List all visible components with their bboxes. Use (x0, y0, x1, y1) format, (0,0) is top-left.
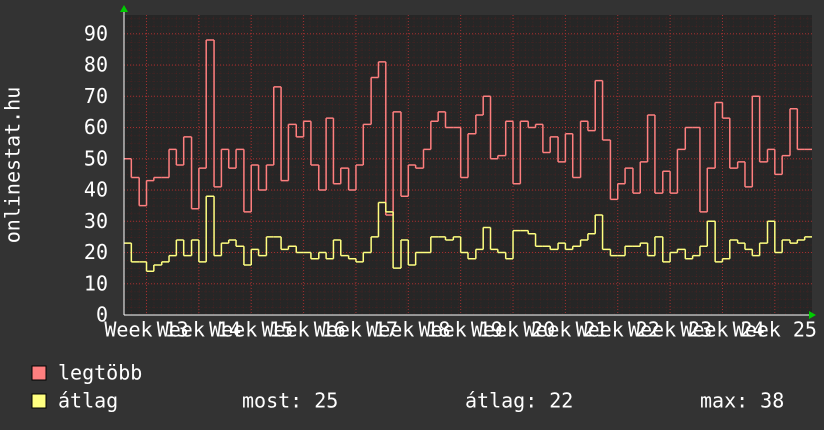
x-tick-label: Week 18 (366, 318, 450, 342)
x-tick-label: Week 23 (628, 318, 712, 342)
x-tick-label: Week 17 (314, 318, 398, 342)
y-tick-label: 60 (84, 115, 108, 139)
y-axis-label: onlinestat.hu (1, 87, 25, 244)
legend-swatch (31, 365, 47, 381)
x-tick-label: Week 19 (419, 318, 503, 342)
y-tick-label: 10 (84, 271, 108, 295)
x-tick-label: Week 13 (104, 318, 188, 342)
y-tick-label: 40 (84, 178, 108, 202)
stat-label: max: (700, 389, 748, 413)
x-tick-label: Week 14 (157, 318, 241, 342)
legend-swatch (31, 393, 47, 409)
x-tick-label: Week 24 (680, 318, 764, 342)
stat-value: 25 (314, 389, 338, 413)
x-tick-label: Week 25 (733, 318, 817, 342)
axes (123, 10, 814, 316)
y-tick-label: 50 (84, 146, 108, 170)
y-tick-label: 0 (96, 303, 108, 327)
x-tick-label: Week 22 (576, 318, 660, 342)
step-riser (130, 196, 806, 272)
y-tick-label: 80 (84, 53, 108, 77)
stat-value: 22 (549, 389, 573, 413)
y-tick-label: 30 (84, 209, 108, 233)
step-riser (130, 40, 799, 215)
legend-label: átlag (58, 389, 118, 413)
stat-value: 38 (760, 389, 784, 413)
legend-label: legtöbb (58, 361, 142, 385)
x-tick-label: Week 20 (471, 318, 555, 342)
x-tick-label: Week 15 (209, 318, 293, 342)
x-tick-label: Week 16 (261, 318, 345, 342)
y-tick-label: 70 (84, 84, 108, 108)
stat-label: átlag: (465, 389, 537, 413)
y-tick-label: 20 (84, 240, 108, 264)
stat-label: most: (242, 389, 302, 413)
x-tick-label: Week 21 (523, 318, 607, 342)
y-tick-label: 90 (84, 21, 108, 45)
